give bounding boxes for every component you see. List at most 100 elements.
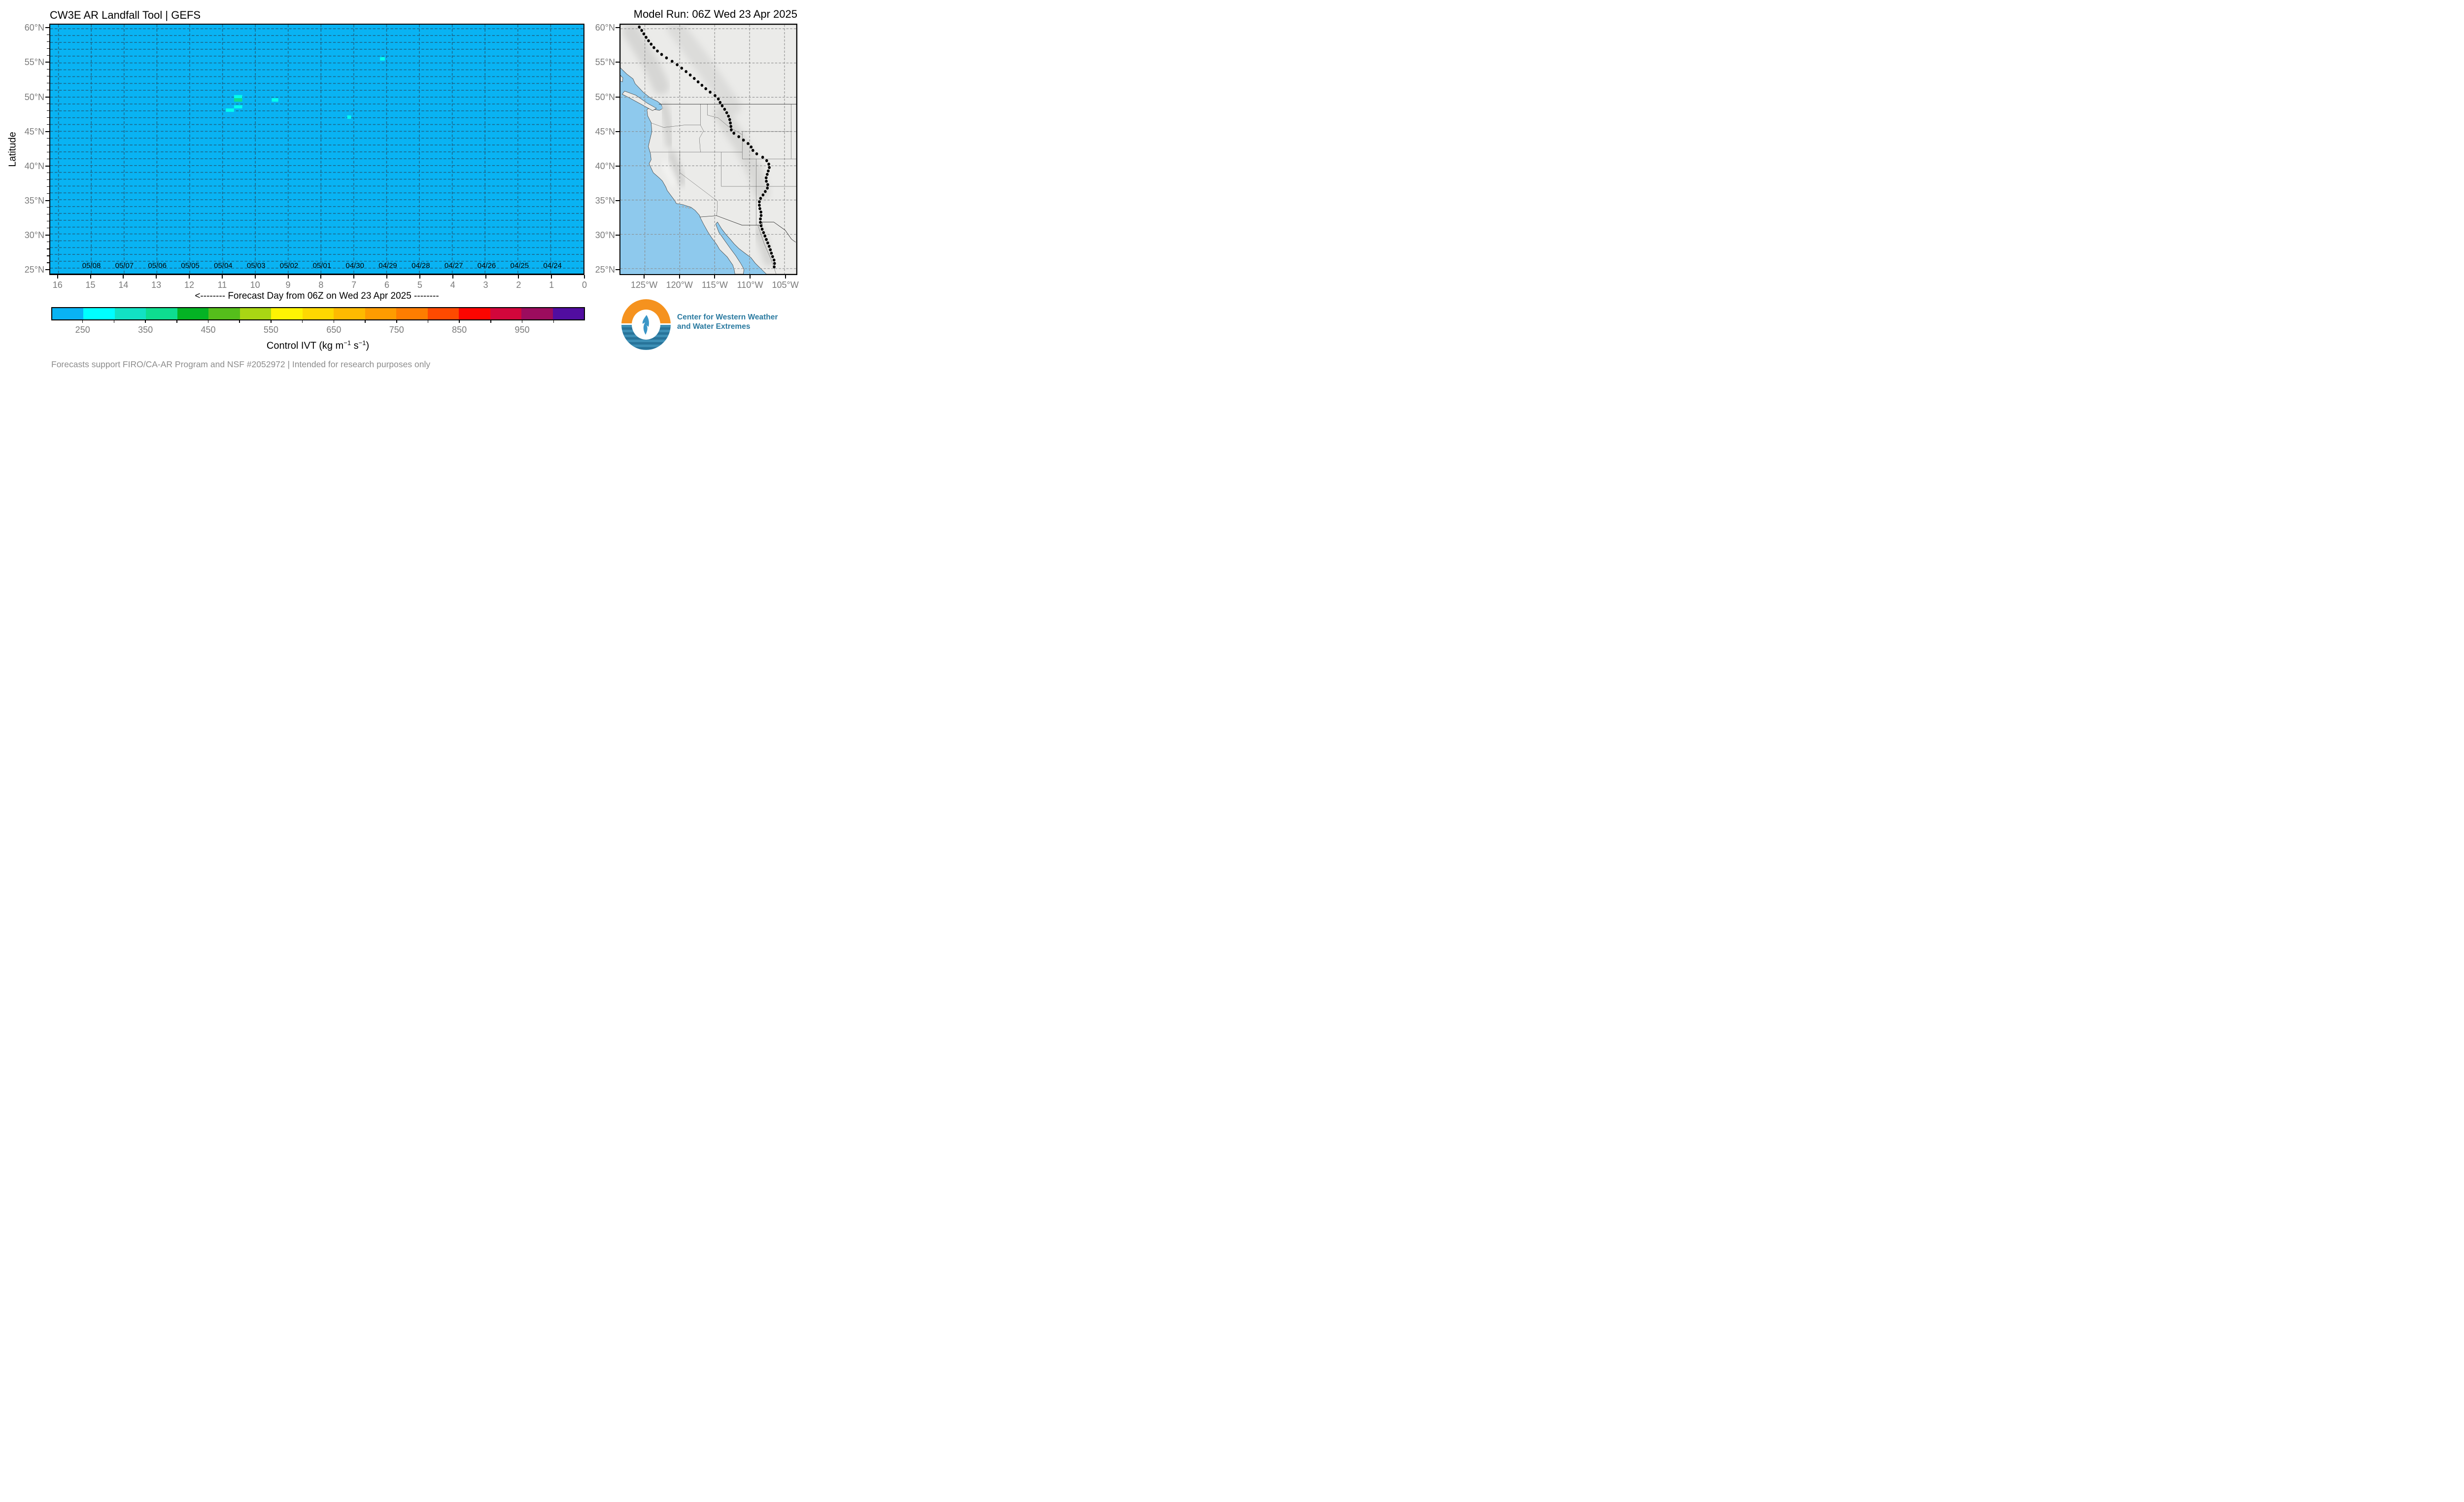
x-tick: [485, 275, 486, 279]
x-tick-label: 11: [217, 280, 227, 290]
cw3e-logo-text: Center for Western Weather and Water Ext…: [677, 313, 778, 331]
x-tick: [254, 275, 256, 279]
x-tick-label: 10: [250, 280, 260, 290]
transect-dot: [696, 80, 700, 84]
y-tick-major: [45, 96, 49, 98]
map-terrain-shade: [622, 25, 670, 95]
y-tick-label: 30°N: [24, 230, 44, 240]
transect-dot: [645, 35, 648, 39]
map-y-tick-label: 30°N: [595, 230, 615, 240]
transect-dot: [665, 56, 668, 60]
map-state-border: [699, 125, 704, 152]
colorbar-title: Control IVT (kg m−1 s−1): [267, 339, 369, 352]
ivt-cell: [234, 105, 242, 108]
transect-dot: [767, 162, 770, 166]
colorbar-tick-label: 650: [326, 325, 342, 335]
colorbar-tick: [459, 320, 460, 323]
colorbar-segments: [52, 308, 584, 319]
map-y-tick-label: 45°N: [595, 126, 615, 137]
map-terrain-shade: [660, 102, 674, 148]
transect-dot: [727, 114, 730, 118]
transect-dot: [771, 255, 774, 258]
transect-dot: [652, 46, 655, 49]
transect-dot: [762, 231, 765, 234]
x-tick-label: 8: [318, 280, 324, 290]
x-tick: [419, 275, 420, 279]
y-tick-major: [45, 165, 49, 167]
transect-dot: [758, 207, 761, 210]
colorbar-tick: [207, 320, 209, 323]
x-tick: [518, 275, 519, 279]
colorbar-segment: [177, 308, 209, 319]
date-label: 05/05: [181, 261, 200, 270]
map-y-tick-label: 35°N: [595, 195, 615, 206]
y-tick-major: [45, 27, 49, 29]
map-international-border: [700, 215, 796, 243]
map-x-tick-label: 105°W: [772, 280, 799, 290]
transect-dot: [640, 29, 644, 32]
map-x-tick-label: 125°W: [631, 280, 658, 290]
transect-dot: [709, 90, 712, 94]
plot-title: CW3E AR Landfall Tool | GEFS: [50, 9, 201, 21]
x-tick-label: 16: [52, 280, 63, 290]
date-label: 04/29: [378, 261, 397, 270]
x-tick-label: 12: [184, 280, 195, 290]
map-x-tick-label: 110°W: [737, 280, 763, 290]
map-y-tick: [616, 96, 619, 98]
transect-dot: [767, 169, 770, 173]
transect-dot: [769, 248, 772, 251]
colorbar-tick-label: 850: [452, 325, 467, 335]
transect-dot: [758, 200, 761, 204]
ivt-cell: [272, 98, 278, 102]
transect-dot: [767, 245, 771, 248]
colorbar-segment: [208, 308, 240, 319]
y-tick-major: [45, 269, 49, 270]
colorbar-segment: [552, 308, 584, 319]
app-canvas: CW3E AR Landfall Tool | GEFS Model Run: …: [0, 0, 809, 376]
date-label: 04/24: [543, 261, 562, 270]
y-axis-title: Latitude: [7, 132, 18, 167]
colorbar-segment: [365, 308, 397, 319]
transect-dot: [676, 63, 679, 67]
colorbar-segment: [521, 308, 553, 319]
transect-dot: [760, 227, 764, 231]
map-svg: [620, 25, 796, 274]
date-label: 05/08: [82, 261, 101, 270]
ivt-cell: [234, 95, 242, 99]
map-x-tick-label: 120°W: [666, 280, 693, 290]
cw3e-logo-text-line2: and Water Extremes: [677, 322, 751, 331]
x-tick: [57, 275, 58, 279]
map-land: [622, 91, 657, 111]
colorbar-segment: [240, 308, 272, 319]
colorbar-tick: [113, 320, 115, 323]
colorbar-tick: [176, 320, 177, 323]
map-island: [682, 206, 684, 208]
y-tick-label: 45°N: [24, 126, 44, 137]
transect-dot: [725, 111, 728, 114]
ivt-heatmap-panel: 05/08 05/07 05/06 05/05 05/04 05/03 05/02 05/01…: [49, 24, 584, 275]
x-tick: [584, 275, 585, 279]
date-label: 04/27: [444, 261, 463, 270]
transect-dot: [759, 214, 763, 217]
transect-dot: [729, 125, 733, 128]
map-y-tick-label: 40°N: [595, 161, 615, 171]
colorbar-tick: [490, 320, 491, 323]
colorbar-tick-label: 950: [514, 325, 530, 335]
transect-dot: [750, 145, 753, 149]
transect-dot: [755, 152, 758, 156]
cw3e-logo-center: [632, 310, 660, 340]
x-tick-label: 0: [582, 280, 587, 290]
transect-dot: [660, 53, 663, 56]
transect-dot: [720, 104, 724, 107]
colorbar-tick-label: 750: [389, 325, 404, 335]
cw3e-logo-bolt-icon: [642, 314, 649, 335]
date-label: 05/07: [115, 261, 134, 270]
y-tick-label: 55°N: [24, 57, 44, 68]
colorbar-segment: [146, 308, 177, 319]
x-tick: [90, 275, 91, 279]
colorbar-title-text2: s: [351, 340, 359, 351]
map-y-tick-label: 55°N: [595, 57, 615, 68]
y-tick-label: 35°N: [24, 195, 44, 206]
map-panel: [619, 24, 797, 275]
colorbar-segment: [83, 308, 115, 319]
